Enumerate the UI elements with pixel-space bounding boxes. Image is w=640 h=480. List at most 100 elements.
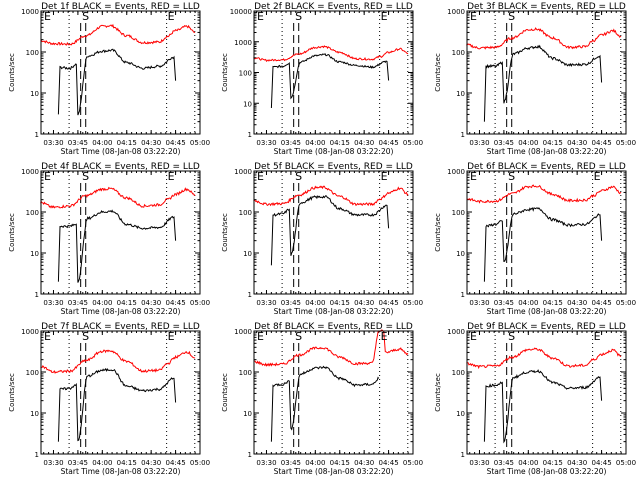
y-axis-label: Counts/sec [8, 53, 16, 92]
x-tick-label: 03:30 [43, 139, 63, 147]
x-tick-label: 03:45 [68, 139, 88, 147]
x-tick-label: 04:15 [330, 139, 350, 147]
x-tick-label: 03:30 [256, 139, 276, 147]
plot-frame [40, 170, 201, 295]
series-events-line [270, 195, 390, 266]
panel-title: Det 5f BLACK = Events, RED = LLD [254, 162, 413, 172]
x-tick-label: 04:30 [567, 459, 587, 467]
marker-label-s: S [82, 170, 89, 183]
x-tick-label: 03:45 [68, 299, 88, 307]
x-tick-label: 04:30 [567, 299, 587, 307]
marker-label-e: E [470, 10, 477, 23]
y-tick-label: 1000 [21, 8, 39, 16]
y-tick-label: 1000 [234, 168, 252, 176]
x-tick-label: 03:30 [43, 459, 63, 467]
x-tick-label: 04:15 [117, 139, 137, 147]
x-tick-label: 04:45 [591, 299, 611, 307]
panel-det-3f: Det 3f BLACK = Events, RED = LLD Counts/s… [434, 2, 636, 156]
panel-title: Det 7f BLACK = Events, RED = LLD [41, 322, 200, 332]
series-lld-line [253, 45, 409, 62]
y-tick-label: 1 [248, 451, 252, 459]
y-tick-label: 1000 [21, 168, 39, 176]
marker-label-s: S [295, 10, 302, 23]
y-tick-label: 100 [26, 49, 39, 57]
plot-frame [40, 10, 201, 135]
marker-label-e: E [168, 330, 175, 343]
panel-title: Det 3f BLACK = Events, RED = LLD [467, 2, 626, 12]
y-tick-label: 10 [30, 90, 39, 98]
x-tick-label: 04:00 [518, 299, 538, 307]
plot-frame [253, 170, 414, 295]
series-lld-line [466, 27, 622, 50]
panel-title: Det 6f BLACK = Events, RED = LLD [467, 162, 626, 172]
x-tick-label: 04:15 [543, 139, 563, 147]
series-lld-line [253, 329, 409, 367]
x-tick-label: 04:45 [378, 459, 398, 467]
x-axis-label: Start Time (08-Jan-08 03:22:20) [274, 147, 394, 156]
x-tick-label: 03:30 [43, 299, 63, 307]
series-events-line [483, 369, 603, 444]
x-tick-label: 04:15 [117, 459, 137, 467]
panel-title: Det 9f BLACK = Events, RED = LLD [467, 322, 626, 332]
x-tick-label: 03:45 [281, 139, 301, 147]
panel-det-7f: Det 7f BLACK = Events, RED = LLD Counts/s… [8, 322, 210, 476]
x-tick-label: 03:45 [494, 299, 514, 307]
y-tick-label: 10 [456, 250, 465, 258]
y-tick-label: 100 [452, 209, 465, 217]
x-tick-label: 04:45 [378, 139, 398, 147]
y-tick-label: 10 [30, 410, 39, 418]
y-tick-label: 1 [35, 291, 39, 299]
y-tick-label: 10 [456, 410, 465, 418]
y-tick-label: 10 [30, 250, 39, 258]
marker-label-e: E [470, 330, 477, 343]
y-axis-label: Counts/sec [434, 53, 442, 92]
y-tick-label: 1000 [447, 8, 465, 16]
marker-label-e: E [594, 330, 601, 343]
y-tick-label: 10000 [230, 8, 252, 16]
x-tick-label: 05:00 [190, 459, 210, 467]
plot-frame [40, 330, 201, 455]
x-axis-label: Start Time (08-Jan-08 03:22:20) [61, 307, 181, 316]
x-tick-label: 04:15 [330, 299, 350, 307]
y-tick-label: 1 [35, 131, 39, 139]
x-tick-label: 04:30 [141, 299, 161, 307]
y-tick-label: 1000 [447, 328, 465, 336]
x-tick-label: 04:30 [354, 139, 374, 147]
y-tick-label: 1 [35, 451, 39, 459]
panel-det-8f: Det 8f BLACK = Events, RED = LLD Counts/s… [221, 322, 423, 476]
y-tick-label: 1 [461, 291, 465, 299]
x-tick-label: 04:30 [141, 459, 161, 467]
x-tick-label: 03:30 [469, 139, 489, 147]
x-tick-label: 03:30 [256, 299, 276, 307]
marker-label-s: S [508, 330, 515, 343]
series-events-line [270, 365, 380, 442]
x-tick-label: 04:45 [591, 139, 611, 147]
panel-det-2f: Det 2f BLACK = Events, RED = LLD Counts/s… [221, 2, 423, 156]
series-events-line [483, 44, 603, 122]
marker-label-s: S [82, 330, 89, 343]
x-tick-label: 05:00 [616, 139, 636, 147]
x-axis-label: Start Time (08-Jan-08 03:22:20) [487, 147, 607, 156]
panel-det-4f: Det 4f BLACK = Events, RED = LLD Counts/s… [8, 162, 210, 316]
plot-frame [466, 330, 627, 455]
series-lld-line [466, 184, 622, 204]
marker-label-e: E [381, 170, 388, 183]
y-tick-label: 1 [461, 451, 465, 459]
x-tick-label: 04:30 [354, 299, 374, 307]
marker-label-s: S [82, 10, 89, 23]
x-tick-label: 03:45 [68, 459, 88, 467]
series-events-line [483, 207, 603, 282]
x-tick-label: 04:30 [141, 139, 161, 147]
panel-det-9f: Det 9f BLACK = Events, RED = LLD Counts/s… [434, 322, 636, 476]
marker-label-e: E [470, 170, 477, 183]
panel-title: Det 4f BLACK = Events, RED = LLD [41, 162, 200, 172]
plot-frame [466, 170, 627, 295]
y-tick-label: 100 [239, 369, 252, 377]
panel-det-5f: Det 5f BLACK = Events, RED = LLD Counts/s… [221, 162, 423, 316]
y-tick-label: 1 [461, 131, 465, 139]
y-tick-label: 1000 [234, 39, 252, 47]
y-tick-label: 100 [239, 70, 252, 78]
x-tick-label: 03:30 [256, 459, 276, 467]
x-tick-label: 04:45 [165, 139, 185, 147]
marker-label-e: E [594, 10, 601, 23]
